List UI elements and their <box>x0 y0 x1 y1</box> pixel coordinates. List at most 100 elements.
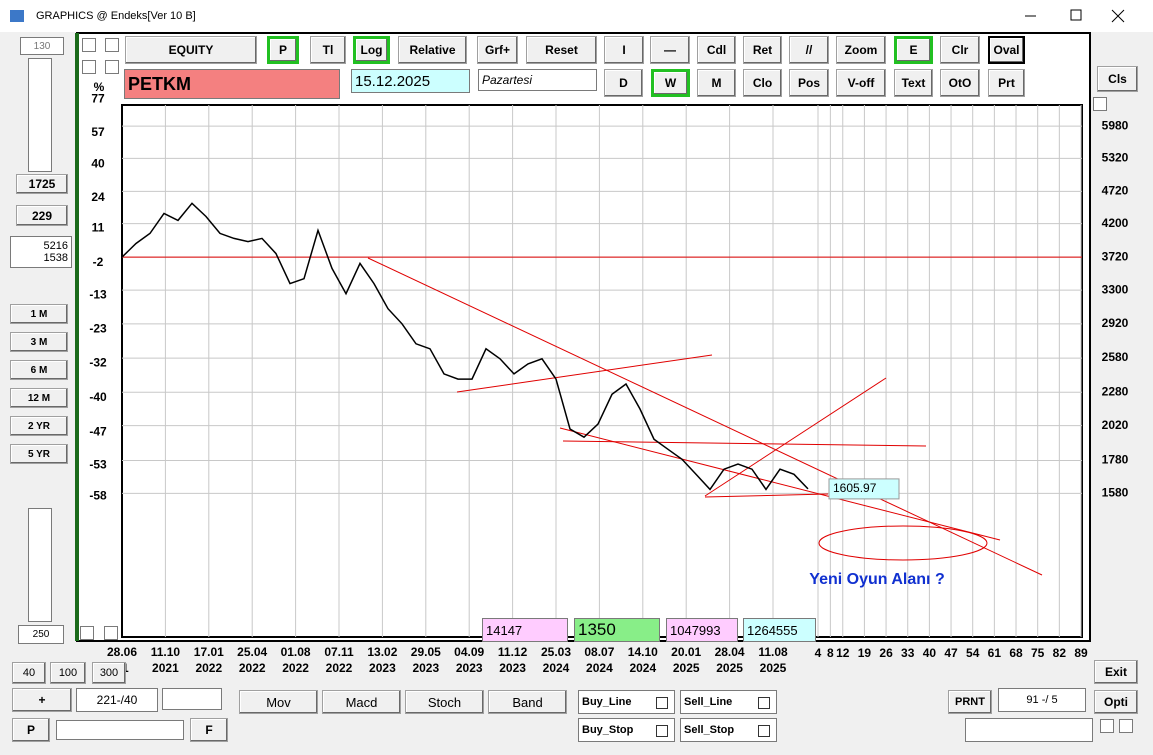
button[interactable]: Tl <box>310 36 346 64</box>
button[interactable]: Prt <box>988 69 1025 97</box>
text-field[interactable]: 1047993 <box>666 618 738 642</box>
button[interactable]: Band <box>488 690 567 714</box>
close[interactable] <box>1111 9 1125 23</box>
text-field[interactable]: 1350 <box>574 618 660 642</box>
button[interactable]: Ret <box>743 36 782 64</box>
button[interactable]: Text <box>894 69 933 97</box>
button[interactable]: 1725 <box>16 174 68 194</box>
text-field[interactable]: 250 <box>18 625 64 644</box>
button[interactable]: PRNT <box>948 690 992 714</box>
button[interactable]: 100 <box>50 662 86 684</box>
button[interactable]: 6 M <box>10 360 68 380</box>
text-field[interactable]: 221-/40 <box>76 688 158 712</box>
button[interactable]: 300 <box>92 662 126 684</box>
button[interactable]: Reset <box>526 36 597 64</box>
button[interactable]: Stoch <box>405 690 484 714</box>
checkbox[interactable] <box>105 60 119 74</box>
button[interactable]: — <box>650 36 690 64</box>
button[interactable]: W <box>651 69 690 97</box>
text-field[interactable]: 130 <box>20 37 64 55</box>
button[interactable]: EQUITY <box>125 36 257 64</box>
button[interactable]: 2 YR <box>10 416 68 436</box>
x-tick-label: 28.04 <box>715 645 745 659</box>
text-field[interactable] <box>28 58 52 172</box>
button[interactable]: Log <box>353 36 390 64</box>
checkbox[interactable] <box>82 60 96 74</box>
future-tick-label: 47 <box>944 646 958 660</box>
button[interactable]: F <box>190 718 228 742</box>
button[interactable]: // <box>789 36 829 64</box>
checkbox[interactable] <box>656 725 668 737</box>
y-tick-label: 4200 <box>1102 216 1129 230</box>
future-tick-label: 4 <box>815 646 822 660</box>
button[interactable]: Pos <box>789 69 829 97</box>
text-field[interactable]: PETKM <box>124 69 340 99</box>
text-field[interactable]: 91 -/ 5 <box>998 688 1086 712</box>
button[interactable]: Opti <box>1094 690 1138 714</box>
checkbox[interactable] <box>82 38 96 52</box>
button[interactable]: OtO <box>940 69 980 97</box>
button[interactable]: P <box>267 36 299 64</box>
button[interactable]: E <box>894 36 933 64</box>
checkbox[interactable] <box>1093 97 1107 111</box>
text-field[interactable] <box>162 688 222 710</box>
button[interactable]: V-off <box>836 69 886 97</box>
x-year-label: 2023 <box>456 661 483 675</box>
checkbox[interactable] <box>656 697 668 709</box>
x-year-label: 2025 <box>673 661 700 675</box>
text-field[interactable]: 1264555 <box>743 618 816 642</box>
button[interactable]: Cdl <box>697 36 736 64</box>
button[interactable]: Oval <box>988 36 1025 64</box>
text-field[interactable]: Sell_Stop <box>680 718 777 742</box>
button[interactable]: M <box>697 69 736 97</box>
range-value: 1538 <box>43 252 68 264</box>
y2-tick-label: -40 <box>89 390 107 404</box>
text-field[interactable] <box>965 718 1093 742</box>
text-field[interactable]: 14147 <box>482 618 568 642</box>
button[interactable]: I <box>604 36 644 64</box>
y2-tick-label: -23 <box>89 321 107 335</box>
checkbox[interactable] <box>1100 719 1114 733</box>
checkbox[interactable] <box>758 697 770 709</box>
button[interactable]: 1 M <box>10 304 68 324</box>
checkbox[interactable] <box>758 725 770 737</box>
text-field[interactable]: 15.12.2025 <box>351 69 470 93</box>
y-tick-label: 5320 <box>1102 151 1129 165</box>
text-field[interactable] <box>56 720 184 740</box>
button[interactable]: Relative <box>398 36 467 64</box>
button[interactable]: D <box>604 69 643 97</box>
button[interactable]: Zoom <box>836 36 886 64</box>
button[interactable]: Clr <box>940 36 980 64</box>
future-tick-label: 68 <box>1009 646 1023 660</box>
button[interactable]: Clo <box>743 69 782 97</box>
text-field[interactable]: Sell_Line <box>680 690 777 714</box>
text-field[interactable]: Pazartesi <box>478 69 597 91</box>
checkbox[interactable] <box>105 38 119 52</box>
text-field[interactable]: Buy_Stop <box>578 718 675 742</box>
button[interactable]: 12 M <box>10 388 68 408</box>
button[interactable]: 5 YR <box>10 444 68 464</box>
maximize[interactable] <box>1070 9 1082 21</box>
checkbox[interactable] <box>1119 719 1133 733</box>
text-field[interactable]: Buy_Line <box>578 690 675 714</box>
button[interactable]: 40 <box>12 662 46 684</box>
button[interactable]: Mov <box>239 690 318 714</box>
button[interactable]: + <box>12 688 72 712</box>
button[interactable]: 229 <box>16 205 68 226</box>
x-year-label: 2023 <box>412 661 439 675</box>
x-tick-label: 11.12 <box>498 645 528 659</box>
x-tick-label: 29.05 <box>411 645 441 659</box>
y-tick-label: 2020 <box>1102 418 1129 432</box>
button[interactable]: Grf+ <box>477 36 518 64</box>
x-year-label: 2023 <box>499 661 526 675</box>
checkbox[interactable] <box>80 626 94 640</box>
button[interactable]: Exit <box>1094 660 1138 684</box>
button[interactable]: P <box>12 718 50 742</box>
text-field[interactable]: 5216 1538 <box>10 236 72 268</box>
checkbox[interactable] <box>104 626 118 640</box>
button[interactable]: Cls <box>1097 66 1138 92</box>
button[interactable]: Macd <box>322 690 401 714</box>
text-field[interactable] <box>28 508 52 622</box>
button[interactable]: 3 M <box>10 332 68 352</box>
